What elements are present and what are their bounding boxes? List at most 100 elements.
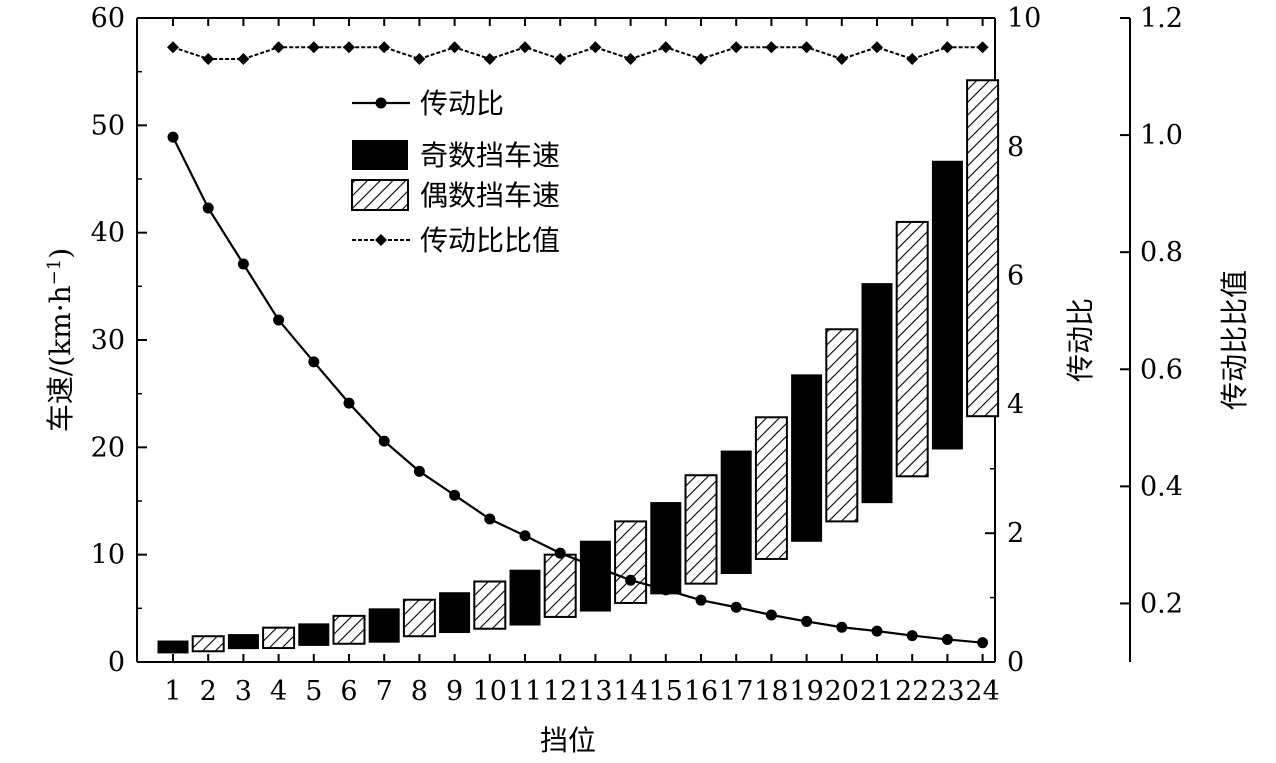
x-tick-label: 9 — [446, 676, 463, 707]
right2-tick-label: 0.2 — [1140, 588, 1183, 619]
bar-odd-gear — [368, 608, 400, 643]
legend-entry-odd-speed: 奇数挡车速 — [352, 139, 560, 172]
legend-label-ratio-of-ratio: 传动比比值 — [420, 224, 560, 257]
ratio-point — [695, 594, 707, 606]
ratio-of-ratio-point — [167, 41, 179, 54]
ratio-point — [730, 601, 742, 613]
left-tick-label: 60 — [91, 3, 125, 34]
bar-even-gear — [473, 580, 507, 630]
legend: 传动比 奇数挡车速 偶数挡车速 传动比比值 — [351, 87, 560, 257]
ratio-of-ratio-point — [413, 52, 426, 65]
bar-odd-gear — [861, 283, 893, 504]
right2-tick-label: 1.0 — [1140, 120, 1183, 151]
bar-even-gear — [262, 626, 296, 650]
bar-odd-gear — [509, 569, 541, 626]
ratio-of-ratio-point — [378, 41, 391, 54]
ratio-of-ratio-point — [554, 52, 567, 65]
x-axis-label: 挡位 — [540, 724, 596, 757]
ratio-of-ratio-point — [589, 41, 602, 54]
legend-label-even-speed: 偶数挡车速 — [420, 179, 560, 212]
ratio-of-ratio-point — [483, 52, 496, 65]
ratio-of-ratio-point — [659, 41, 672, 54]
x-tick-label: 2 — [200, 676, 217, 707]
x-tick-label: 5 — [305, 676, 322, 707]
ratio-point — [765, 609, 777, 621]
bar-even-gear — [966, 79, 1000, 418]
right2-tick-label: 0.6 — [1140, 354, 1183, 385]
y-axis-label-left-main: 车速/(km·h — [44, 285, 77, 432]
x-tick-label: 19 — [789, 676, 823, 707]
legend-label-odd-speed: 奇数挡车速 — [420, 139, 560, 172]
ratio-of-ratio-point — [519, 41, 531, 54]
right1-tick-label: 0 — [1007, 647, 1024, 678]
x-tick-label: 16 — [684, 676, 718, 707]
x-tick-label: 1 — [164, 676, 181, 707]
ratio-of-ratio-point — [237, 52, 250, 65]
legend-entry-ratio: 传动比 — [352, 87, 504, 120]
right2-tick-label: 0.4 — [1140, 471, 1183, 502]
ratio-point — [237, 258, 249, 270]
bar-odd-gear — [227, 634, 259, 650]
ratio-point — [941, 633, 953, 645]
x-tick-label: 6 — [340, 676, 357, 707]
ratio-point — [308, 356, 320, 368]
ratio-point — [202, 202, 214, 214]
legend-label-ratio: 传动比 — [420, 87, 504, 120]
bar-odd-gear — [157, 640, 189, 654]
bar-even-gear — [332, 614, 366, 645]
bar-odd-gear — [650, 502, 682, 595]
ratio-of-ratio-point — [835, 52, 848, 65]
x-tick-label: 17 — [719, 676, 753, 707]
x-tick-label: 13 — [578, 676, 612, 707]
bar-even-gear — [825, 328, 859, 523]
ratio-point — [167, 131, 179, 143]
ratio-of-ratio-point — [202, 52, 215, 65]
ratio-point — [273, 314, 285, 326]
ratio-point — [871, 625, 883, 637]
left-tick-label: 30 — [91, 325, 125, 356]
x-tick-label: 15 — [649, 676, 683, 707]
bar-odd-gear — [579, 540, 611, 612]
bar-odd-gear — [439, 592, 471, 634]
ratio-point — [625, 574, 637, 586]
left-tick-label: 10 — [91, 540, 125, 571]
y-axis-label-right1: 传动比 — [1064, 298, 1097, 382]
x-tick-label: 7 — [376, 676, 393, 707]
ratio-point — [343, 397, 355, 409]
legend-entry-ratio-of-ratio: 传动比比值 — [352, 224, 560, 257]
bar-even-gear — [614, 520, 648, 604]
right2-tick-label: 0.8 — [1140, 237, 1183, 268]
ratio-of-ratio-point — [871, 41, 883, 54]
right1-tick-label: 8 — [1007, 132, 1024, 163]
x-tick-label: 21 — [860, 676, 894, 707]
bar-even-gear — [191, 635, 225, 653]
bar-odd-gear — [791, 374, 823, 542]
x-tick-label: 3 — [235, 676, 252, 707]
x-tick-label: 23 — [930, 676, 964, 707]
bar-odd-gear — [298, 623, 330, 646]
ratio-of-ratio-point — [976, 41, 989, 54]
bar-even-gear — [754, 416, 788, 560]
lines-group — [167, 41, 989, 649]
bars-group — [157, 79, 1000, 654]
x-tick-label: 22 — [895, 676, 929, 707]
left-tick-label: 0 — [108, 647, 125, 678]
ratio-point — [836, 621, 848, 633]
y-axis-label-left-sup: −1 — [44, 259, 65, 286]
ratio-point — [378, 435, 390, 447]
left-tick-label: 20 — [91, 432, 125, 463]
y-axis-label-left-close: ) — [44, 248, 77, 259]
ratio-point — [413, 465, 425, 477]
ratio-point — [660, 584, 672, 596]
ratio-point — [801, 615, 813, 627]
ratio-of-ratio-point — [730, 41, 743, 54]
ratio-of-ratio-point — [448, 41, 461, 54]
ratio-point — [554, 547, 566, 559]
x-tick-label: 10 — [473, 676, 507, 707]
ratio-point — [519, 530, 531, 542]
bar-even-gear — [543, 553, 577, 618]
ratio-of-ratio-line — [172, 46, 983, 61]
ratio-of-ratio-point — [343, 41, 355, 54]
